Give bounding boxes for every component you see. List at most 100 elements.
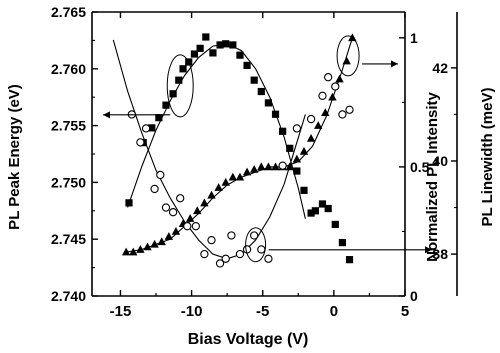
data-point-triangle: [200, 198, 209, 207]
data-point-square: [271, 110, 280, 118]
annotation-ellipse-energy: [166, 54, 194, 118]
data-point-square: [125, 199, 133, 207]
y-left-tick-label: 2.760: [51, 61, 86, 77]
data-point-square: [307, 209, 315, 217]
y-left-tick-label: 2.740: [51, 288, 86, 304]
annotations: [103, 35, 432, 263]
annotation-ellipse-linewidth: [245, 227, 267, 263]
data-point-circle: [242, 245, 252, 254]
data-point-circle: [338, 110, 347, 119]
data-point-triangle: [249, 164, 259, 173]
data-point-triangle: [292, 154, 302, 163]
data-point-triangle: [335, 74, 344, 83]
data-point-triangle: [143, 242, 152, 251]
y-axis-inner-right-title: Normalized PL Intensity: [424, 91, 441, 261]
fit-curve-inner-right: [126, 37, 353, 253]
data-point-circle: [221, 254, 230, 263]
data-point-triangle: [242, 167, 252, 176]
data-point-square: [300, 186, 308, 194]
annotation-arrow-linewidth-head: [425, 246, 432, 254]
y-left-tick-label: 2.750: [51, 174, 86, 190]
data-point-circle: [161, 203, 171, 212]
data-point-square: [331, 220, 339, 229]
data-point-square: [148, 124, 156, 132]
data-point-triangle: [121, 247, 131, 256]
y-inner-right-tick-label: 0.5: [410, 159, 430, 175]
data-point-circle: [141, 124, 151, 133]
data-point-circle: [215, 259, 225, 268]
data-point-circle: [306, 114, 316, 124]
data-point-triangle: [150, 239, 159, 248]
data-point-circle: [257, 245, 266, 254]
data-point-triangle: [285, 162, 294, 171]
data-point-circle: [183, 222, 192, 231]
data-point-triangle: [257, 162, 266, 171]
data-point-triangle: [129, 247, 138, 256]
annotation-arrow-energy-head: [103, 111, 110, 119]
y-left-tick-label: 2.755: [51, 118, 86, 134]
data-point-triangle: [271, 162, 280, 171]
tick-labels: -15 -10 -5 0 52.7402.7452.7502.7552.7602.765…: [51, 4, 448, 320]
data-point-square: [318, 200, 327, 208]
data-point-square: [279, 127, 287, 135]
y-right-tick-label: 40: [432, 153, 448, 169]
data-point-circle: [292, 124, 302, 133]
data-point-square: [155, 114, 163, 122]
data-point-triangle: [306, 134, 316, 142]
fit-curves: [112, 37, 353, 260]
x-tick-label: -5: [256, 303, 269, 320]
y-axis-left-title: PL Peak Energy (eV): [6, 84, 23, 230]
data-point-square: [257, 87, 265, 96]
fit-curve-right: [112, 39, 306, 260]
data-point-circle: [200, 249, 209, 259]
data-point-square: [229, 41, 237, 49]
x-axis-title: Bias Voltage (V): [188, 331, 309, 348]
data-point-circle: [168, 208, 178, 217]
data-markers: [121, 33, 357, 268]
data-point-circle: [176, 194, 185, 203]
data-point-square: [222, 40, 230, 48]
x-tick-label: 5: [401, 303, 409, 320]
data-point-triangle: [228, 172, 238, 181]
data-point-square: [250, 76, 258, 84]
data-point-circle: [207, 235, 216, 245]
data-point-triangle: [314, 121, 323, 129]
data-point-triangle: [264, 162, 273, 171]
data-point-triangle: [221, 177, 230, 186]
annotation-ellipse-intensity: [336, 35, 360, 77]
y-inner-right-tick-label: 1: [410, 30, 418, 46]
data-point-square: [179, 65, 187, 73]
data-point-circle: [150, 184, 159, 194]
data-point-square: [202, 33, 210, 41]
data-point-square: [338, 239, 346, 247]
data-point-square: [345, 256, 354, 264]
data-point-circle: [331, 82, 340, 91]
plot-frame: [91, 11, 458, 297]
data-point-square: [162, 101, 170, 109]
data-point-circle: [264, 254, 273, 263]
y-axis-right-title: PL Linewidth (meV): [479, 88, 496, 227]
data-point-circle: [278, 161, 287, 170]
data-point-triangle: [171, 226, 181, 235]
data-point-circle: [136, 138, 145, 147]
data-point-triangle: [164, 232, 174, 240]
data-point-square: [243, 61, 251, 69]
data-point-square: [216, 41, 224, 49]
data-point-triangle: [136, 245, 145, 253]
data-point-triangle: [235, 172, 245, 181]
data-point-square: [311, 207, 319, 215]
data-point-circle: [191, 222, 201, 231]
annotation-arrow-intensity-head: [391, 60, 398, 68]
data-point-square: [190, 50, 199, 58]
data-point-square: [264, 99, 273, 107]
data-point-square: [286, 144, 294, 152]
x-tick-label: 0: [330, 303, 338, 320]
data-point-circle: [250, 231, 259, 240]
data-point-triangle: [342, 56, 351, 65]
data-point-triangle: [321, 108, 330, 116]
data-point-circle: [235, 249, 245, 259]
x-tick-label: -10: [181, 303, 203, 320]
data-point-triangle: [207, 190, 216, 199]
data-point-circle: [345, 105, 354, 114]
